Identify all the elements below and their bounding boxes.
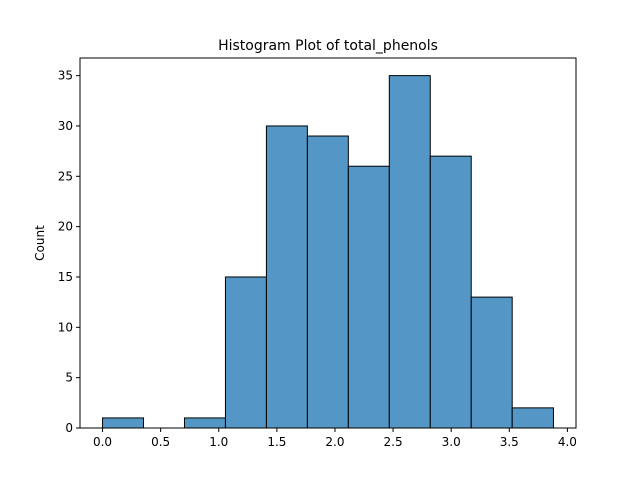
y-tick-label: 30	[58, 119, 73, 133]
x-tick-label: 2.5	[384, 435, 403, 449]
histogram-bar-7	[388, 75, 431, 429]
histogram-bar-0	[102, 417, 145, 429]
y-tick-label: 15	[58, 270, 73, 284]
histogram-bar-10	[511, 407, 554, 429]
x-tick-label: 4.0	[558, 435, 577, 449]
x-tick-label: 1.0	[209, 435, 228, 449]
histogram-bar-3	[224, 276, 267, 429]
y-tick-label: 0	[65, 421, 73, 435]
x-tick-label: 1.5	[267, 435, 286, 449]
bars-group	[102, 75, 554, 429]
x-tick-label: 2.0	[325, 435, 344, 449]
x-axis-ticks: 0.0 0.5 1.0 1.5 2.0 2.5 3.0 3.5 4.0	[93, 428, 577, 449]
y-tick-label: 5	[65, 371, 73, 385]
histogram-bar-4	[265, 125, 308, 429]
y-tick-label: 10	[58, 320, 73, 334]
chart-title: Histogram Plot of total_phenols	[218, 38, 438, 54]
x-tick-label: 0.5	[151, 435, 170, 449]
y-tick-label: 20	[58, 220, 73, 234]
x-tick-label: 3.5	[500, 435, 519, 449]
y-tick-label: 25	[58, 169, 73, 183]
y-axis-ticks: 0 5 10 15 20 25 30 35	[58, 69, 80, 435]
histogram-bar-9	[470, 296, 513, 429]
histogram-bar-5	[306, 135, 349, 429]
histogram-bar-8	[429, 155, 472, 429]
histogram-bar-2	[183, 417, 226, 429]
histogram-bar-6	[347, 165, 390, 429]
y-axis-label: Count	[33, 225, 47, 261]
x-tick-label: 3.0	[442, 435, 461, 449]
y-tick-label: 35	[58, 69, 73, 83]
x-tick-label: 0.0	[93, 435, 112, 449]
plot-frame	[79, 57, 577, 429]
